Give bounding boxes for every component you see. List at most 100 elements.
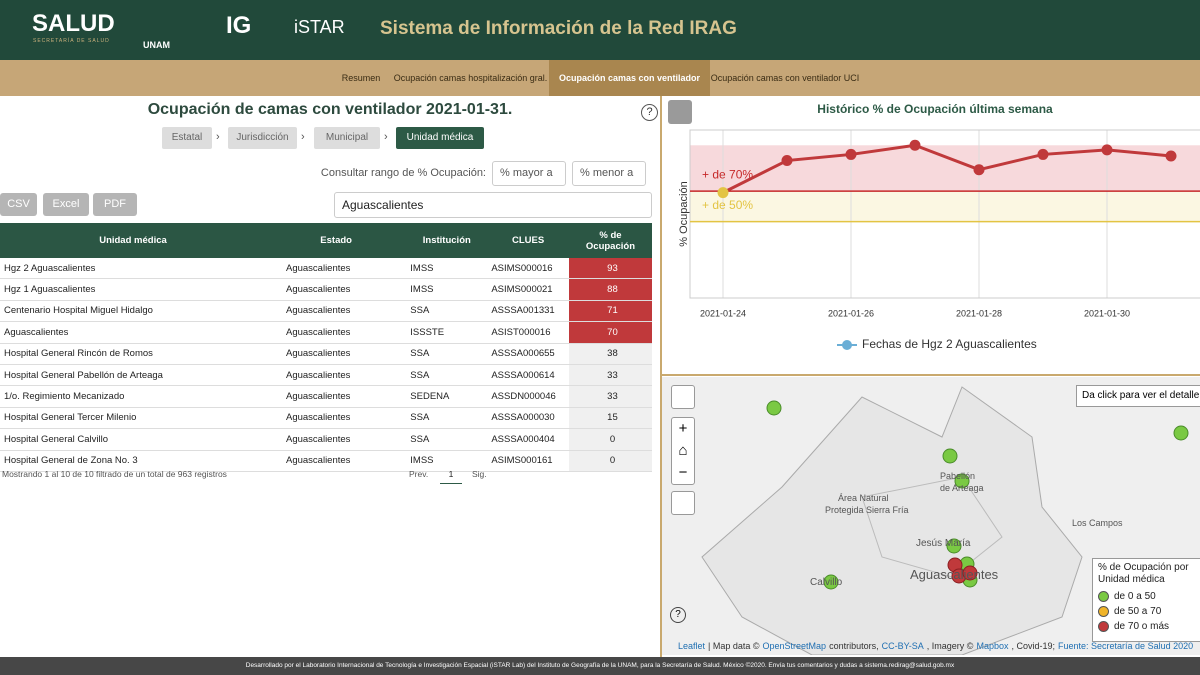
nav-tab[interactable]: Ocupación camas hospitalización gral. [393,73,548,83]
attribution-part[interactable]: OpenStreetMap [762,641,827,651]
column-header[interactable]: Unidad médica [0,223,266,258]
legend-entry: de 70 o más [1093,619,1200,634]
column-title: CLUES [512,235,545,246]
download-button[interactable] [668,100,692,124]
map-help[interactable]: ? [670,607,686,623]
map-marker[interactable] [823,574,839,590]
zoom-in[interactable]: + [678,420,688,437]
map-label: Jesús María [916,538,971,549]
chart-title: Histórico % de Ocupación última semana [817,102,1053,116]
table-row[interactable]: Hospital General Pabellón de Arteaga Agua… [0,364,652,387]
left-panel: Ocupación de camas con ventilador 2021-0… [0,96,662,657]
legend-swatch [1098,621,1109,632]
search-input[interactable]: Aguascalientes [334,192,652,218]
map-marker[interactable] [942,448,958,464]
map-marker[interactable] [946,538,962,554]
legend-label: de 70 o más [1114,621,1170,632]
map[interactable]: + ⌂ − ? Da click para ver el detalle Áre… [662,377,1200,655]
table-row[interactable]: Hospital General Tercer Milenio Aguascali… [0,407,652,430]
data-point [781,155,793,167]
table-cell: Aguascalientes [265,343,407,365]
table-cell: ASSSA000614 [487,364,569,387]
occupancy-cell: 93 [568,258,652,280]
logo: SALUD [32,10,115,37]
column-header[interactable]: CLUES [487,223,569,258]
nav-tab[interactable]: Resumen [341,73,381,83]
print-button[interactable] [671,491,695,515]
table-cell: Aguascalientes [265,364,407,387]
page-button[interactable]: 1 [440,469,462,484]
table-cell: ASIST000016 [487,321,569,344]
table-cell: Aguascalientes [265,450,407,472]
breadcrumb-item[interactable]: Unidad médica [396,127,484,149]
table-cell: ASIMS000021 [487,278,569,301]
nav: Resumen Ocupación camas hospitalización g… [0,60,1200,96]
range-max-input[interactable]: % menor a [572,161,646,186]
column-header[interactable]: Estado [265,223,407,258]
table-cell: SSA [406,364,488,387]
export-button[interactable]: Excel [43,193,89,216]
nav-tab[interactable]: Ocupación camas con ventilador [549,60,710,96]
map-label: Calvillo [810,577,843,588]
map-legend: % de Ocupación por Unidad médica de 0 a 5… [1092,558,1200,642]
zoom-out[interactable]: − [678,464,688,481]
table-row[interactable]: Centenario Hospital Miguel Hidalgo Aguasc… [0,300,652,323]
table-cell: Aguascalientes [265,300,407,323]
map-marker[interactable] [766,400,782,416]
attribution-part: , Covid-19; [1011,641,1056,651]
occupancy-cell: 0 [568,428,652,451]
map-base [701,386,1189,655]
column-title: % de Ocupación [585,229,635,252]
breadcrumb-item[interactable]: Estatal [162,127,212,149]
y-axis-label: % Ocupación [678,181,690,246]
fullscreen-button[interactable] [671,385,695,409]
table-row[interactable]: Aguascalientes Aguascalientes ISSSTE ASIST0… [0,321,652,344]
breadcrumb-chevron: › [384,131,388,143]
export-button[interactable]: CSV [0,193,37,216]
table-row[interactable]: Hospital General de Zona No. 3 Aguascalie… [0,450,652,472]
table-row[interactable]: Hgz 1 Aguascalientes Aguascalientes IMSS AS… [0,278,652,301]
prev-button[interactable]: Prev. [409,469,429,479]
column-header[interactable]: Institución [406,223,488,258]
threshold-label: + de 50% [702,198,753,212]
x-tick-label: 2021-01-26 [828,308,874,318]
x-tick-label: 2021-01-24 [700,308,746,318]
table-cell: ASSSA000404 [487,428,569,451]
table-row[interactable]: 1/o. Regimiento Mecanizado Aguascalientes… [0,385,652,408]
map-marker[interactable] [1173,425,1189,441]
attribution-part[interactable]: Leaflet [678,641,706,651]
export-button[interactable]: PDF [93,193,137,216]
occupancy-cell: 70 [568,321,652,344]
column-header[interactable]: % de Ocupación [568,223,652,258]
help-button[interactable]: ? [641,104,658,121]
nav-tab[interactable]: Ocupación camas con ventilador UCI [710,73,860,83]
table-row[interactable]: Hgz 2 Aguascalientes Aguascalientes IMSS AS… [0,258,652,280]
table-cell: Aguascalientes [265,385,407,408]
occupancy-cell: 88 [568,278,652,301]
table-cell: ASSSA000655 [487,343,569,365]
table-row[interactable]: Hospital General Rincón de Romos Aguascal… [0,343,652,365]
attribution-part: , Imagery © [926,641,974,651]
attribution-part[interactable]: Mapbox [976,641,1009,651]
data-point [973,164,985,176]
table-cell: SSA [406,428,488,451]
zoom-control: + ⌂ − [671,417,695,485]
home-button[interactable]: ⌂ [678,442,688,459]
breadcrumb-item[interactable]: Municipal [314,127,380,149]
table-cell: Hospital General Calvillo [0,428,266,451]
occupancy-cell: 33 [568,364,652,387]
legend-label: de 50 a 70 [1114,606,1162,617]
table-cell: SSA [406,343,488,365]
attribution-part[interactable]: CC-BY-SA [881,641,924,651]
legend-entry: de 50 a 70 [1093,604,1200,619]
next-button[interactable]: Sig. [472,469,487,479]
column-title: Unidad médica [99,235,167,246]
breadcrumb-item[interactable]: Jurisdicción [228,127,297,149]
map-marker[interactable] [962,565,978,581]
table-row[interactable]: Hospital General Calvillo Aguascalientes S… [0,428,652,451]
table-cell: ISSSTE [406,321,488,344]
attribution-part[interactable]: Fuente: Secretaría de Salud 2020 [1058,641,1194,651]
range-min-input[interactable]: % mayor a [492,161,566,186]
table-cell: ASSDN000046 [487,385,569,408]
map-marker[interactable] [954,473,970,489]
